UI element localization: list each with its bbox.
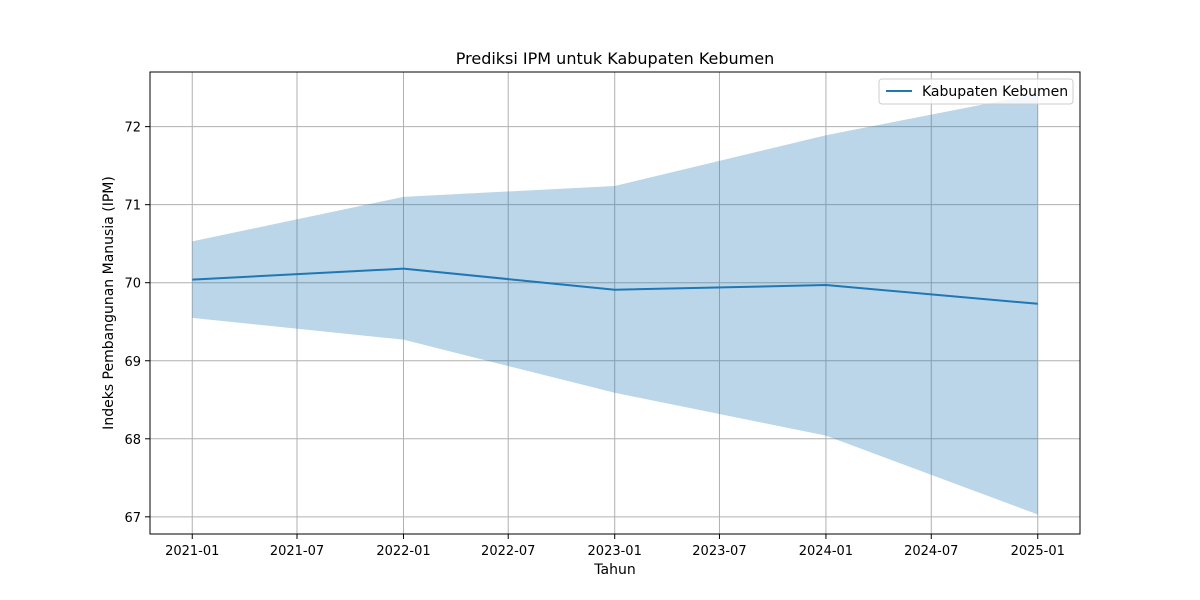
x-tick-label: 2022-01 <box>376 544 430 559</box>
y-tick-label: 70 <box>124 277 141 292</box>
x-tick-label: 2024-01 <box>799 544 853 559</box>
legend-box <box>878 78 1074 105</box>
y-tick-label: 68 <box>124 433 141 448</box>
chart-title: Prediksi IPM untuk Kabupaten Kebumen <box>456 49 775 68</box>
legend-entry-kabupaten-kebumen: Kabupaten Kebumen <box>922 84 1068 100</box>
y-tick-label: 72 <box>124 121 141 136</box>
x-tick-label: 2023-01 <box>588 544 642 559</box>
series-line-kabupaten-kebumen <box>192 267 1038 305</box>
y-tick-label: 71 <box>124 199 141 214</box>
y-axis-label: Indeks Pembangunan Manusia (IPM) <box>101 176 117 430</box>
x-axis-label: Tahun <box>593 562 635 578</box>
legend: Kabupaten Kebumen <box>878 78 1074 105</box>
x-axis-ticks: 2021-01 2021-07 2022-01 2022-07 2023-01 2023-… <box>165 534 1065 559</box>
x-tick-label: 2025-01 <box>1011 544 1065 559</box>
y-tick-label: 69 <box>124 355 141 370</box>
series-line-layer <box>192 267 1038 305</box>
x-tick-label: 2021-07 <box>270 544 324 559</box>
confidence-band-layer <box>192 93 1038 515</box>
x-tick-label: 2022-07 <box>481 544 535 559</box>
y-axis-ticks: 67 68 69 70 71 72 <box>124 121 150 526</box>
x-tick-label: 2021-01 <box>165 544 219 559</box>
x-tick-label: 2024-07 <box>904 544 958 559</box>
confidence-band <box>192 93 1038 515</box>
grid <box>150 72 1080 534</box>
x-tick-label: 2023-07 <box>692 544 746 559</box>
y-tick-label: 67 <box>124 511 141 526</box>
